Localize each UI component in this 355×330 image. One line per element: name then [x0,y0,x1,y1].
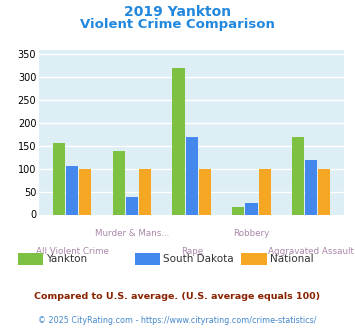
Bar [245,203,257,214]
Bar [318,169,331,214]
Bar [126,197,138,214]
Bar [139,169,151,214]
Text: Aggravated Assault: Aggravated Assault [268,248,354,256]
Bar [292,137,304,214]
Text: 2019 Yankton: 2019 Yankton [124,5,231,19]
Text: Violent Crime Comparison: Violent Crime Comparison [80,18,275,31]
Text: Yankton: Yankton [46,254,87,264]
Text: Compared to U.S. average. (U.S. average equals 100): Compared to U.S. average. (U.S. average … [34,292,321,301]
Bar [258,169,271,214]
Bar [53,144,65,214]
Bar [79,169,91,214]
Text: © 2025 CityRating.com - https://www.cityrating.com/crime-statistics/: © 2025 CityRating.com - https://www.city… [38,316,317,325]
Text: National: National [270,254,313,264]
Text: Murder & Mans...: Murder & Mans... [95,229,169,238]
Bar [305,159,317,214]
Bar [66,166,78,214]
Bar [173,68,185,214]
Bar [232,207,244,215]
Text: South Dakota: South Dakota [163,254,234,264]
Text: All Violent Crime: All Violent Crime [36,248,109,256]
Bar [113,151,125,214]
Text: Rape: Rape [181,248,203,256]
Bar [186,137,198,214]
Bar [199,169,211,214]
Text: Robbery: Robbery [233,229,269,238]
